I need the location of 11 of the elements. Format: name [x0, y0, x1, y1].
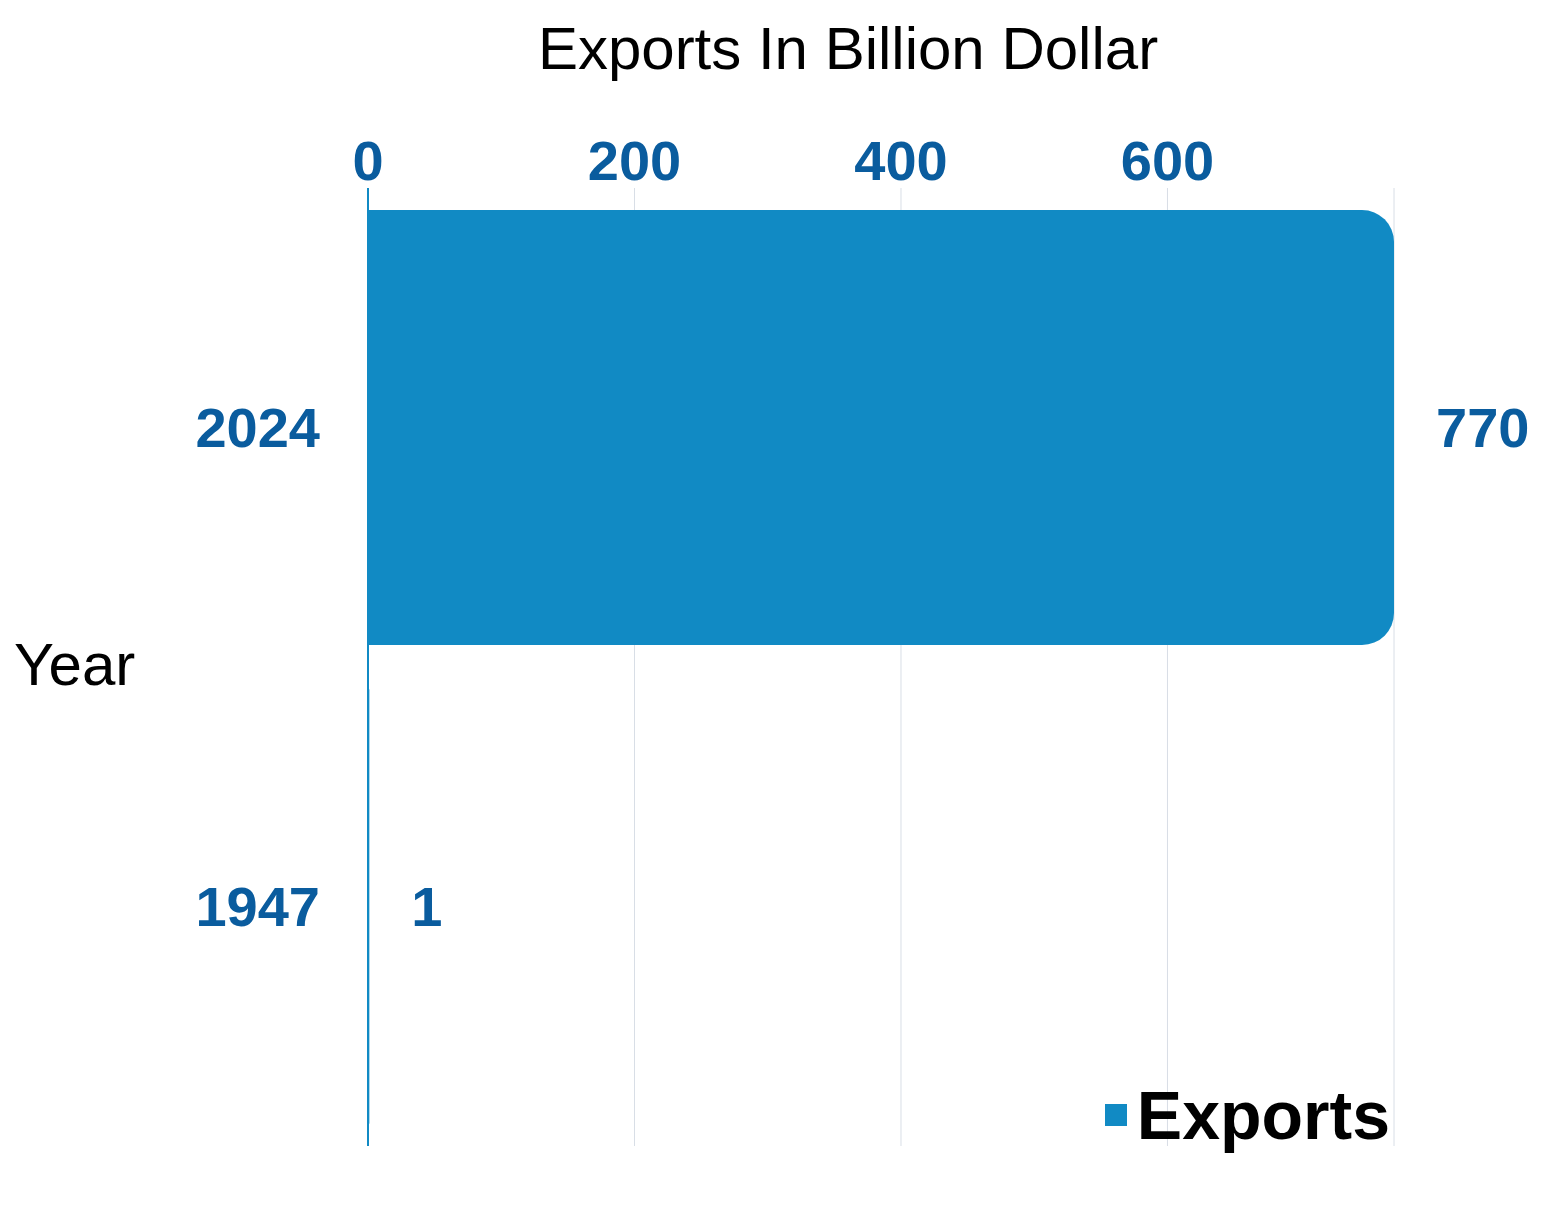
legend-label: Exports — [1136, 1076, 1390, 1154]
x-tick-label: 400 — [854, 129, 948, 192]
x-tick-label: 200 — [587, 129, 682, 192]
y-tick-label: 1947 — [195, 875, 320, 939]
y-tick-label: 2024 — [195, 396, 320, 460]
x-axis-title: Exports In Billion Dollar — [536, 14, 1160, 83]
data-label: 770 — [1436, 396, 1530, 460]
x-tick-label: 0 — [352, 129, 384, 192]
y-axis-title: Year — [14, 630, 136, 699]
x-tick-label: 600 — [1120, 129, 1215, 192]
data-label: 1 — [411, 875, 443, 939]
